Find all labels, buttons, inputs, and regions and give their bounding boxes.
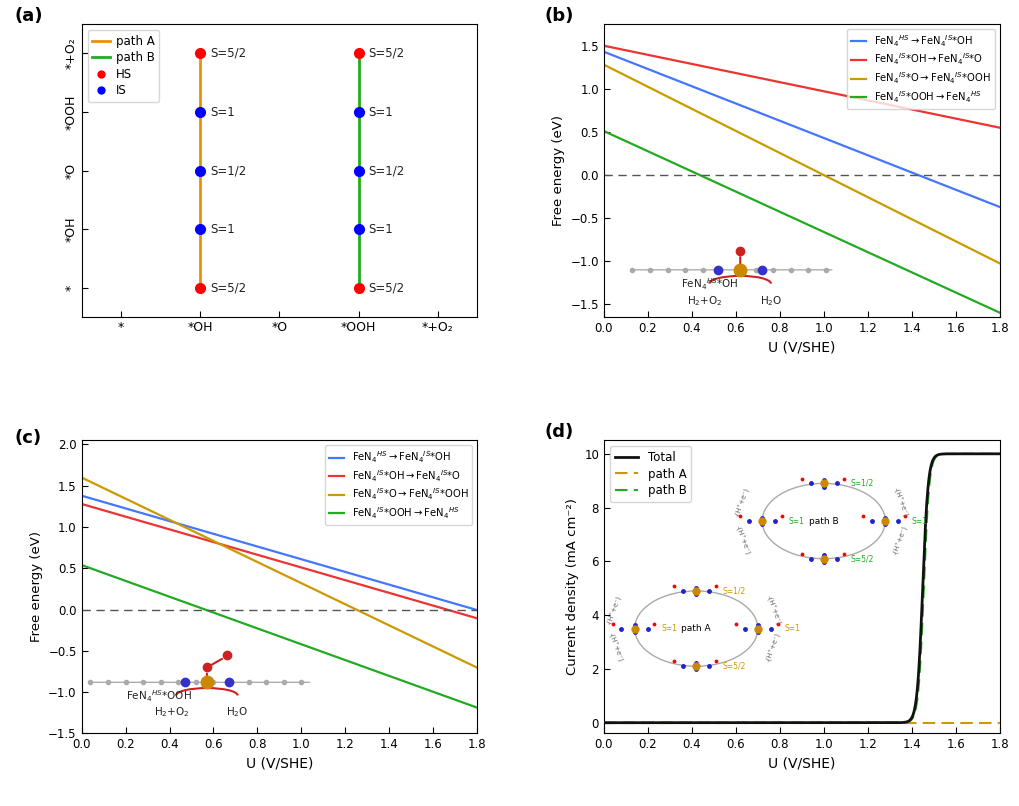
Y-axis label: Free energy (eV): Free energy (eV) [551,115,565,226]
Text: -(H⁺+e⁻): -(H⁺+e⁻) [763,594,781,625]
Text: S=5/2: S=5/2 [210,47,246,60]
Text: -(H⁺+e⁻): -(H⁺+e⁻) [763,632,781,663]
Text: S=5/2: S=5/2 [721,662,745,671]
path A [906,718,918,728]
Legend: path A, path B, HS, IS: path A, path B, HS, IS [88,30,159,102]
Legend: FeN$_4$$^{HS}$$\to$FeN$_4$$^{IS}$*OH, FeN$_4$$^{IS}$*OH$\to$FeN$_4$$^{IS}$*O, Fe: FeN$_4$$^{HS}$$\to$FeN$_4$$^{IS}$*OH, Fe… [324,446,472,525]
Text: -(H⁺+e⁻): -(H⁺+e⁻) [605,632,623,663]
path B [638,718,650,728]
Text: S=1/2: S=1/2 [368,164,404,177]
Text: S=1/2: S=1/2 [210,164,246,177]
Text: H$_2$+O$_2$: H$_2$+O$_2$ [154,705,190,719]
Text: S=1: S=1 [784,624,799,633]
path A [913,718,925,728]
Text: -(H⁺+e⁻): -(H⁺+e⁻) [733,524,750,555]
Text: S=1: S=1 [368,106,392,118]
Y-axis label: Current density (mA cm⁻²): Current density (mA cm⁻²) [566,498,578,675]
Text: S=1: S=1 [210,106,234,118]
Total [913,651,925,661]
path B [597,718,609,728]
path B [771,718,784,728]
X-axis label: U (V/SHE): U (V/SHE) [246,757,313,771]
Text: S=5/2: S=5/2 [368,47,404,60]
Legend: FeN$_4$$^{HS}$$\to$FeN$_4$$^{IS}$*OH, FeN$_4$$^{IS}$*OH$\to$FeN$_4$$^{IS}$*O, Fe: FeN$_4$$^{HS}$$\to$FeN$_4$$^{IS}$*OH, Fe… [846,29,994,109]
path B [906,713,918,723]
Total [638,718,650,728]
Text: S=1: S=1 [660,624,677,633]
Text: S=1: S=1 [788,517,804,526]
Text: -(H⁺+e⁻): -(H⁺+e⁻) [733,487,750,518]
Text: S=1/2: S=1/2 [721,587,745,596]
path A [993,718,1005,728]
Y-axis label: Free energy (eV): Free energy (eV) [30,531,43,642]
Text: S=1/2: S=1/2 [849,479,872,488]
Text: S=5/2: S=5/2 [849,555,872,563]
Text: H$_2$+O$_2$: H$_2$+O$_2$ [687,294,722,308]
path A [638,718,650,728]
path A [757,718,769,728]
X-axis label: U (V/SHE): U (V/SHE) [767,341,835,355]
Text: -(H⁺+e⁻): -(H⁺+e⁻) [891,524,908,555]
Text: S=1: S=1 [911,517,926,526]
Line: Total: Total [603,454,999,723]
Text: (d): (d) [544,423,574,441]
Total [906,712,918,721]
Text: (b): (b) [544,6,574,25]
Text: S=1: S=1 [368,222,392,236]
path B [757,718,769,728]
Total [757,718,769,728]
Total [771,718,784,728]
Text: (a): (a) [14,6,43,25]
Legend: Total, path A, path B: Total, path A, path B [609,447,691,502]
path A [868,718,880,728]
Text: S=5/2: S=5/2 [210,281,246,294]
path B [868,718,880,728]
Total [597,718,609,728]
Text: -(H⁺+e⁻): -(H⁺+e⁻) [605,594,623,625]
Text: path B: path B [808,517,838,526]
Total [868,718,880,728]
path A [771,718,784,728]
Text: H$_2$O: H$_2$O [226,705,249,719]
path A [597,718,609,728]
Line: path B: path B [603,454,999,723]
Text: (c): (c) [14,429,42,447]
path B [913,670,925,679]
Text: FeN$_4$$^{HS}$*OOH: FeN$_4$$^{HS}$*OOH [125,689,192,704]
path B [993,449,1005,459]
Text: FeN$_4$$^{HS}$*OH: FeN$_4$$^{HS}$*OH [681,276,738,293]
Text: -(H⁺+e⁻): -(H⁺+e⁻) [891,487,908,518]
Text: S=1: S=1 [210,222,234,236]
Total [993,449,1005,459]
Text: H$_2$O: H$_2$O [759,294,782,308]
Text: S=5/2: S=5/2 [368,281,404,294]
Text: path A: path A [681,624,710,633]
X-axis label: U (V/SHE): U (V/SHE) [767,757,835,771]
